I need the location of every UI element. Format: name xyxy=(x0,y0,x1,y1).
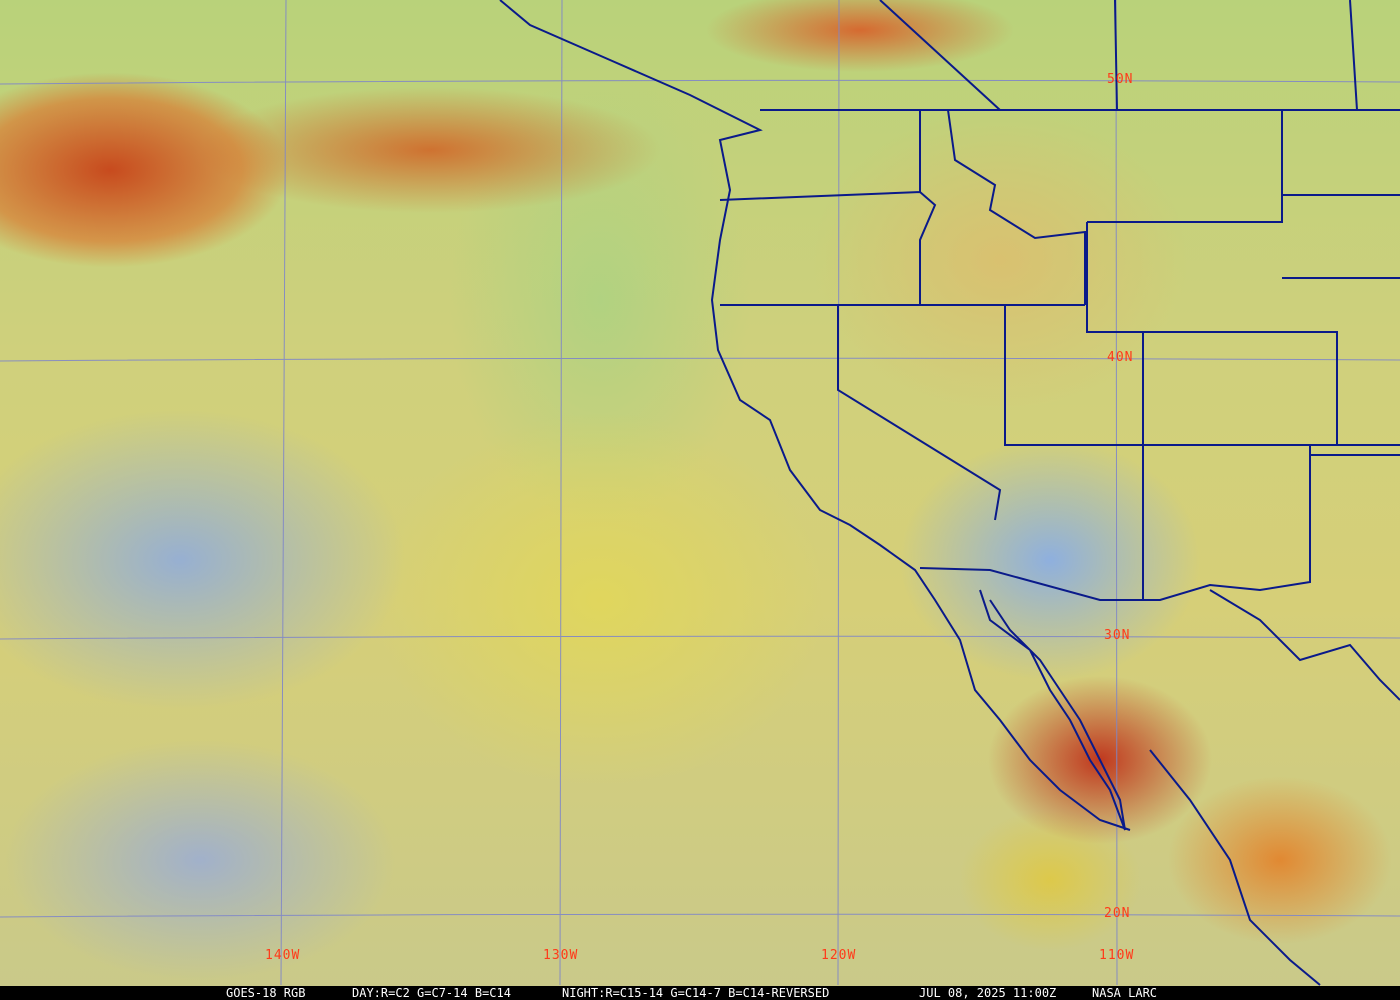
caption-timestamp: JUL 08, 2025 11:00Z xyxy=(919,986,1057,1000)
latitude-label-50n: 50N xyxy=(1107,72,1134,87)
meridian-130w xyxy=(559,0,563,986)
mainland-mexico-coast xyxy=(1149,589,1400,986)
coastlines-and-borders xyxy=(499,0,1400,986)
longitude-label-120w: 120W xyxy=(821,948,857,963)
meridian-120w xyxy=(837,0,840,986)
parallel-30n xyxy=(0,635,1400,640)
caption-bar: GOES-18 RGB DAY:R=C2 G=C7-14 B=C14 NIGHT… xyxy=(0,986,1400,1000)
baja-peninsula xyxy=(979,589,1126,831)
caption-day-recipe: DAY:R=C2 G=C7-14 B=C14 xyxy=(352,986,511,1000)
longitude-label-130w: 130W xyxy=(543,948,579,963)
parallel-20n xyxy=(0,913,1400,918)
parallel-40n xyxy=(0,357,1400,362)
us-mexico-border xyxy=(919,445,1311,601)
state-borders xyxy=(719,0,1400,600)
latitude-label-20n: 20N xyxy=(1104,906,1131,921)
meridian-140w xyxy=(280,0,287,986)
coastline-west xyxy=(499,0,1131,831)
longitude-label-110w: 110W xyxy=(1099,948,1135,963)
parallel-50n xyxy=(0,79,1400,85)
caption-source: NASA LARC xyxy=(1092,986,1158,1000)
meridian-110w xyxy=(1115,0,1118,986)
caption-night-recipe: NIGHT:R=C15-14 G=C14-7 B=C14-REVERSED xyxy=(562,986,830,1000)
caption-satellite: GOES-18 RGB xyxy=(226,986,306,1000)
latitude-label-30n: 30N xyxy=(1104,628,1131,643)
longitude-label-140w: 140W xyxy=(265,948,301,963)
latitude-label-40n: 40N xyxy=(1107,350,1134,365)
